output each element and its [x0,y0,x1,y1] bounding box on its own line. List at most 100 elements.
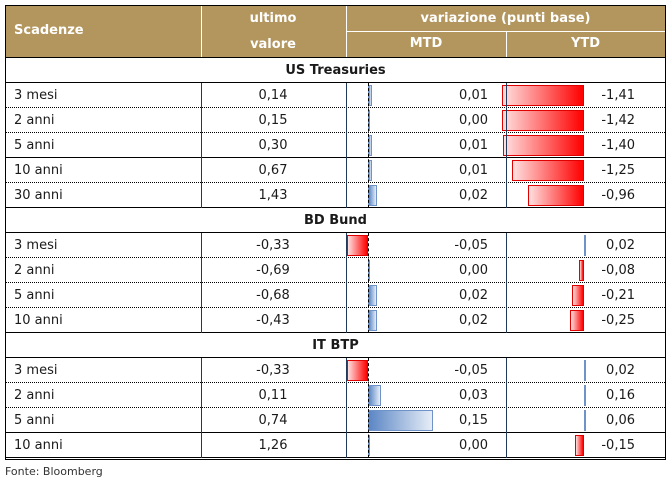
table-row: 3 mesi -0,33 -0,05 0,02 [6,358,665,383]
column-divider [346,233,347,333]
header-variazione: variazione (punti base) [420,11,591,26]
maturity-cell: 2 anni [14,388,55,403]
ytd-cell: -1,42 [601,113,635,128]
mtd-axis [368,233,369,333]
last-value-cell: 0,67 [258,163,288,178]
mtd-cell: 0,00 [459,263,488,278]
header-ultimo: ultimo [249,11,297,26]
mtd-cell: 0,00 [459,113,488,128]
ytd-cell: -0,96 [601,188,635,203]
ytd-bar [528,185,584,206]
table-row: 5 anni -0,68 0,02 -0,21 [6,283,665,308]
section-header: US Treasuries [6,58,665,83]
column-divider [506,233,507,333]
column-divider [201,358,202,458]
last-value-cell: -0,69 [256,263,290,278]
maturity-cell: 10 anni [14,313,63,328]
ytd-bar [569,310,584,331]
last-value-cell: 1,43 [258,188,288,203]
mtd-axis [368,83,369,208]
mtd-bar [346,360,368,381]
mtd-cell: 0,00 [459,438,488,453]
ytd-bar [584,410,586,431]
ytd-cell: -0,25 [601,313,635,328]
mtd-cell: -0,05 [454,363,488,378]
ytd-bar [571,285,584,306]
mtd-axis [368,358,369,458]
mtd-bar [368,410,433,431]
table-row: 10 anni 0,67 0,01 -1,25 [6,158,665,183]
ytd-bar [502,135,584,156]
last-value-cell: 0,30 [258,138,288,153]
ytd-cell: 0,16 [606,388,635,403]
ytd-cell: -1,40 [601,138,635,153]
ytd-bar [579,260,584,281]
mtd-bar [368,310,377,331]
ytd-bar [501,110,584,131]
last-value-cell: 1,26 [258,438,288,453]
maturity-cell: 3 mesi [14,238,58,253]
ytd-bar [511,160,584,181]
mtd-bar [368,285,377,306]
mtd-cell: 0,01 [459,88,488,103]
last-value-cell: -0,68 [256,288,290,303]
mtd-cell: 0,03 [459,388,488,403]
table-row: 10 anni -0,43 0,02 -0,25 [6,308,665,333]
ytd-cell: -1,41 [601,88,635,103]
table-row: 3 mesi 0,14 0,01 -1,41 [6,83,665,108]
mtd-cell: 0,02 [459,188,488,203]
table-row: 2 anni 0,15 0,00 -1,42 [6,108,665,133]
ytd-bar [575,435,584,456]
maturity-cell: 2 anni [14,113,55,128]
mtd-cell: 0,01 [459,163,488,178]
ytd-cell: -0,08 [601,263,635,278]
last-value-cell: -0,33 [256,363,290,378]
table-row: 30 anni 1,43 0,02 -0,96 [6,183,665,208]
ytd-bar [584,235,586,256]
last-value-cell: 0,74 [258,413,288,428]
last-value-cell: -0,33 [256,238,290,253]
maturity-cell: 2 anni [14,263,55,278]
table-row: 10 anni 1,26 0,00 -0,15 [6,433,665,458]
mtd-cell: 0,01 [459,138,488,153]
maturity-cell: 5 anni [14,288,55,303]
ytd-bar [584,360,586,381]
maturity-cell: 10 anni [14,438,63,453]
mtd-bar [346,235,368,256]
mtd-cell: 0,02 [459,288,488,303]
ytd-bar [584,385,586,406]
mtd-bar [368,185,377,206]
ytd-cell: 0,02 [606,363,635,378]
last-value-cell: 0,11 [258,388,288,403]
column-divider [201,233,202,333]
mtd-cell: 0,15 [459,413,488,428]
column-divider [506,358,507,458]
header-valore: valore [250,37,296,52]
column-divider [201,83,202,208]
yield-table: Scadenze ultimo valore variazione (punti… [5,5,666,460]
ytd-cell: 0,02 [606,238,635,253]
ytd-cell: -0,21 [601,288,635,303]
column-divider [346,83,347,208]
table-row: 3 mesi -0,33 -0,05 0,02 [6,233,665,258]
maturity-cell: 5 anni [14,413,55,428]
section-header: IT BTP [6,333,665,358]
maturity-cell: 10 anni [14,163,63,178]
header-ytd: YTD [570,36,601,51]
table-row: 5 anni 0,30 0,01 -1,40 [6,133,665,158]
column-divider [506,83,507,208]
table-row: 5 anni 0,74 0,15 0,06 [6,408,665,433]
maturity-cell: 3 mesi [14,363,58,378]
maturity-cell: 30 anni [14,188,63,203]
ytd-cell: 0,06 [606,413,635,428]
maturity-cell: 3 mesi [14,88,58,103]
table-header: Scadenze ultimo valore variazione (punti… [6,6,665,58]
mtd-bar [368,385,381,406]
mtd-cell: -0,05 [454,238,488,253]
ytd-cell: -1,25 [601,163,635,178]
table-row: 2 anni 0,11 0,03 0,16 [6,383,665,408]
last-value-cell: 0,14 [258,88,288,103]
table-row: 2 anni -0,69 0,00 -0,08 [6,258,665,283]
source-note: Fonte: Bloomberg [5,465,103,478]
ytd-bar [502,85,584,106]
